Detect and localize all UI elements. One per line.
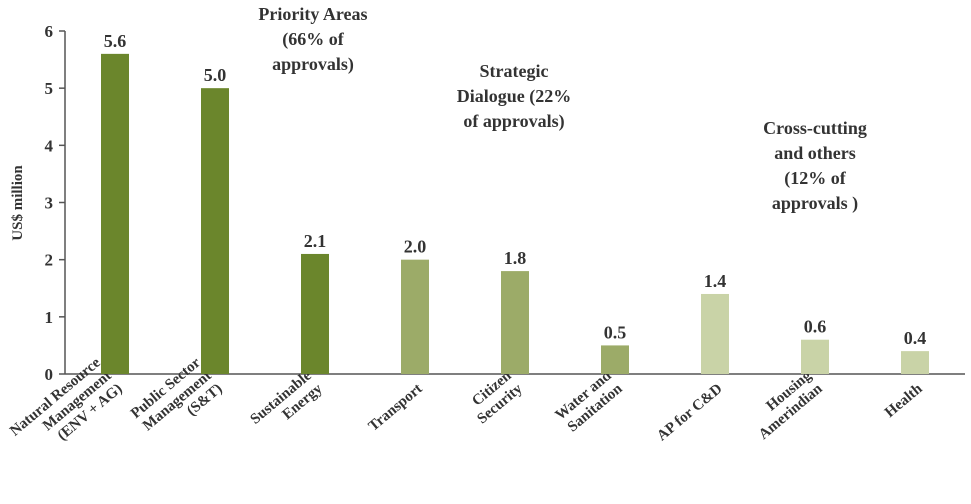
data-label: 0.4 [904,328,927,348]
data-label: 2.0 [404,237,427,257]
y-tick-label: 6 [45,22,54,41]
x-tick-label: SustainableEnergy [248,367,326,440]
bar [501,271,529,374]
annotation: Strategic Dialogue (22% of approvals) [457,61,572,132]
data-label: 1.8 [504,248,527,268]
bar [701,293,729,374]
y-tick-label: 3 [45,194,54,213]
x-tick-label: AP for C&D [654,381,725,445]
x-tick-label: Transport [366,381,426,435]
x-tick-label: Water andSanitation [553,367,627,436]
x-tick-label: HousingAmerindian [745,367,826,443]
data-label: 5.0 [204,65,227,85]
bar [601,345,629,374]
data-label: 0.6 [804,317,827,337]
annotation: Priority Areas (66% of approvals) [258,4,367,75]
y-tick-label: 1 [45,308,54,327]
y-axis-label: US$ million [10,165,26,241]
y-tick-label: 0 [45,365,54,384]
x-tick-label: CitizenSecurity [464,367,527,427]
bar [101,53,129,374]
data-label: 1.4 [704,271,727,291]
data-label: 2.1 [304,231,327,251]
y-tick-label: 4 [45,136,54,155]
bar [401,259,429,374]
bar [201,88,229,375]
annotation: Cross-cutting and others (12% of approvals … [763,118,867,214]
y-tick-label: 2 [45,251,54,270]
data-label: 5.6 [104,31,127,51]
data-label: 0.5 [604,322,627,342]
x-tick-label: Health [882,380,926,421]
bar [901,351,929,374]
bar [301,253,329,374]
y-tick-label: 5 [45,79,54,98]
bar [801,339,829,374]
